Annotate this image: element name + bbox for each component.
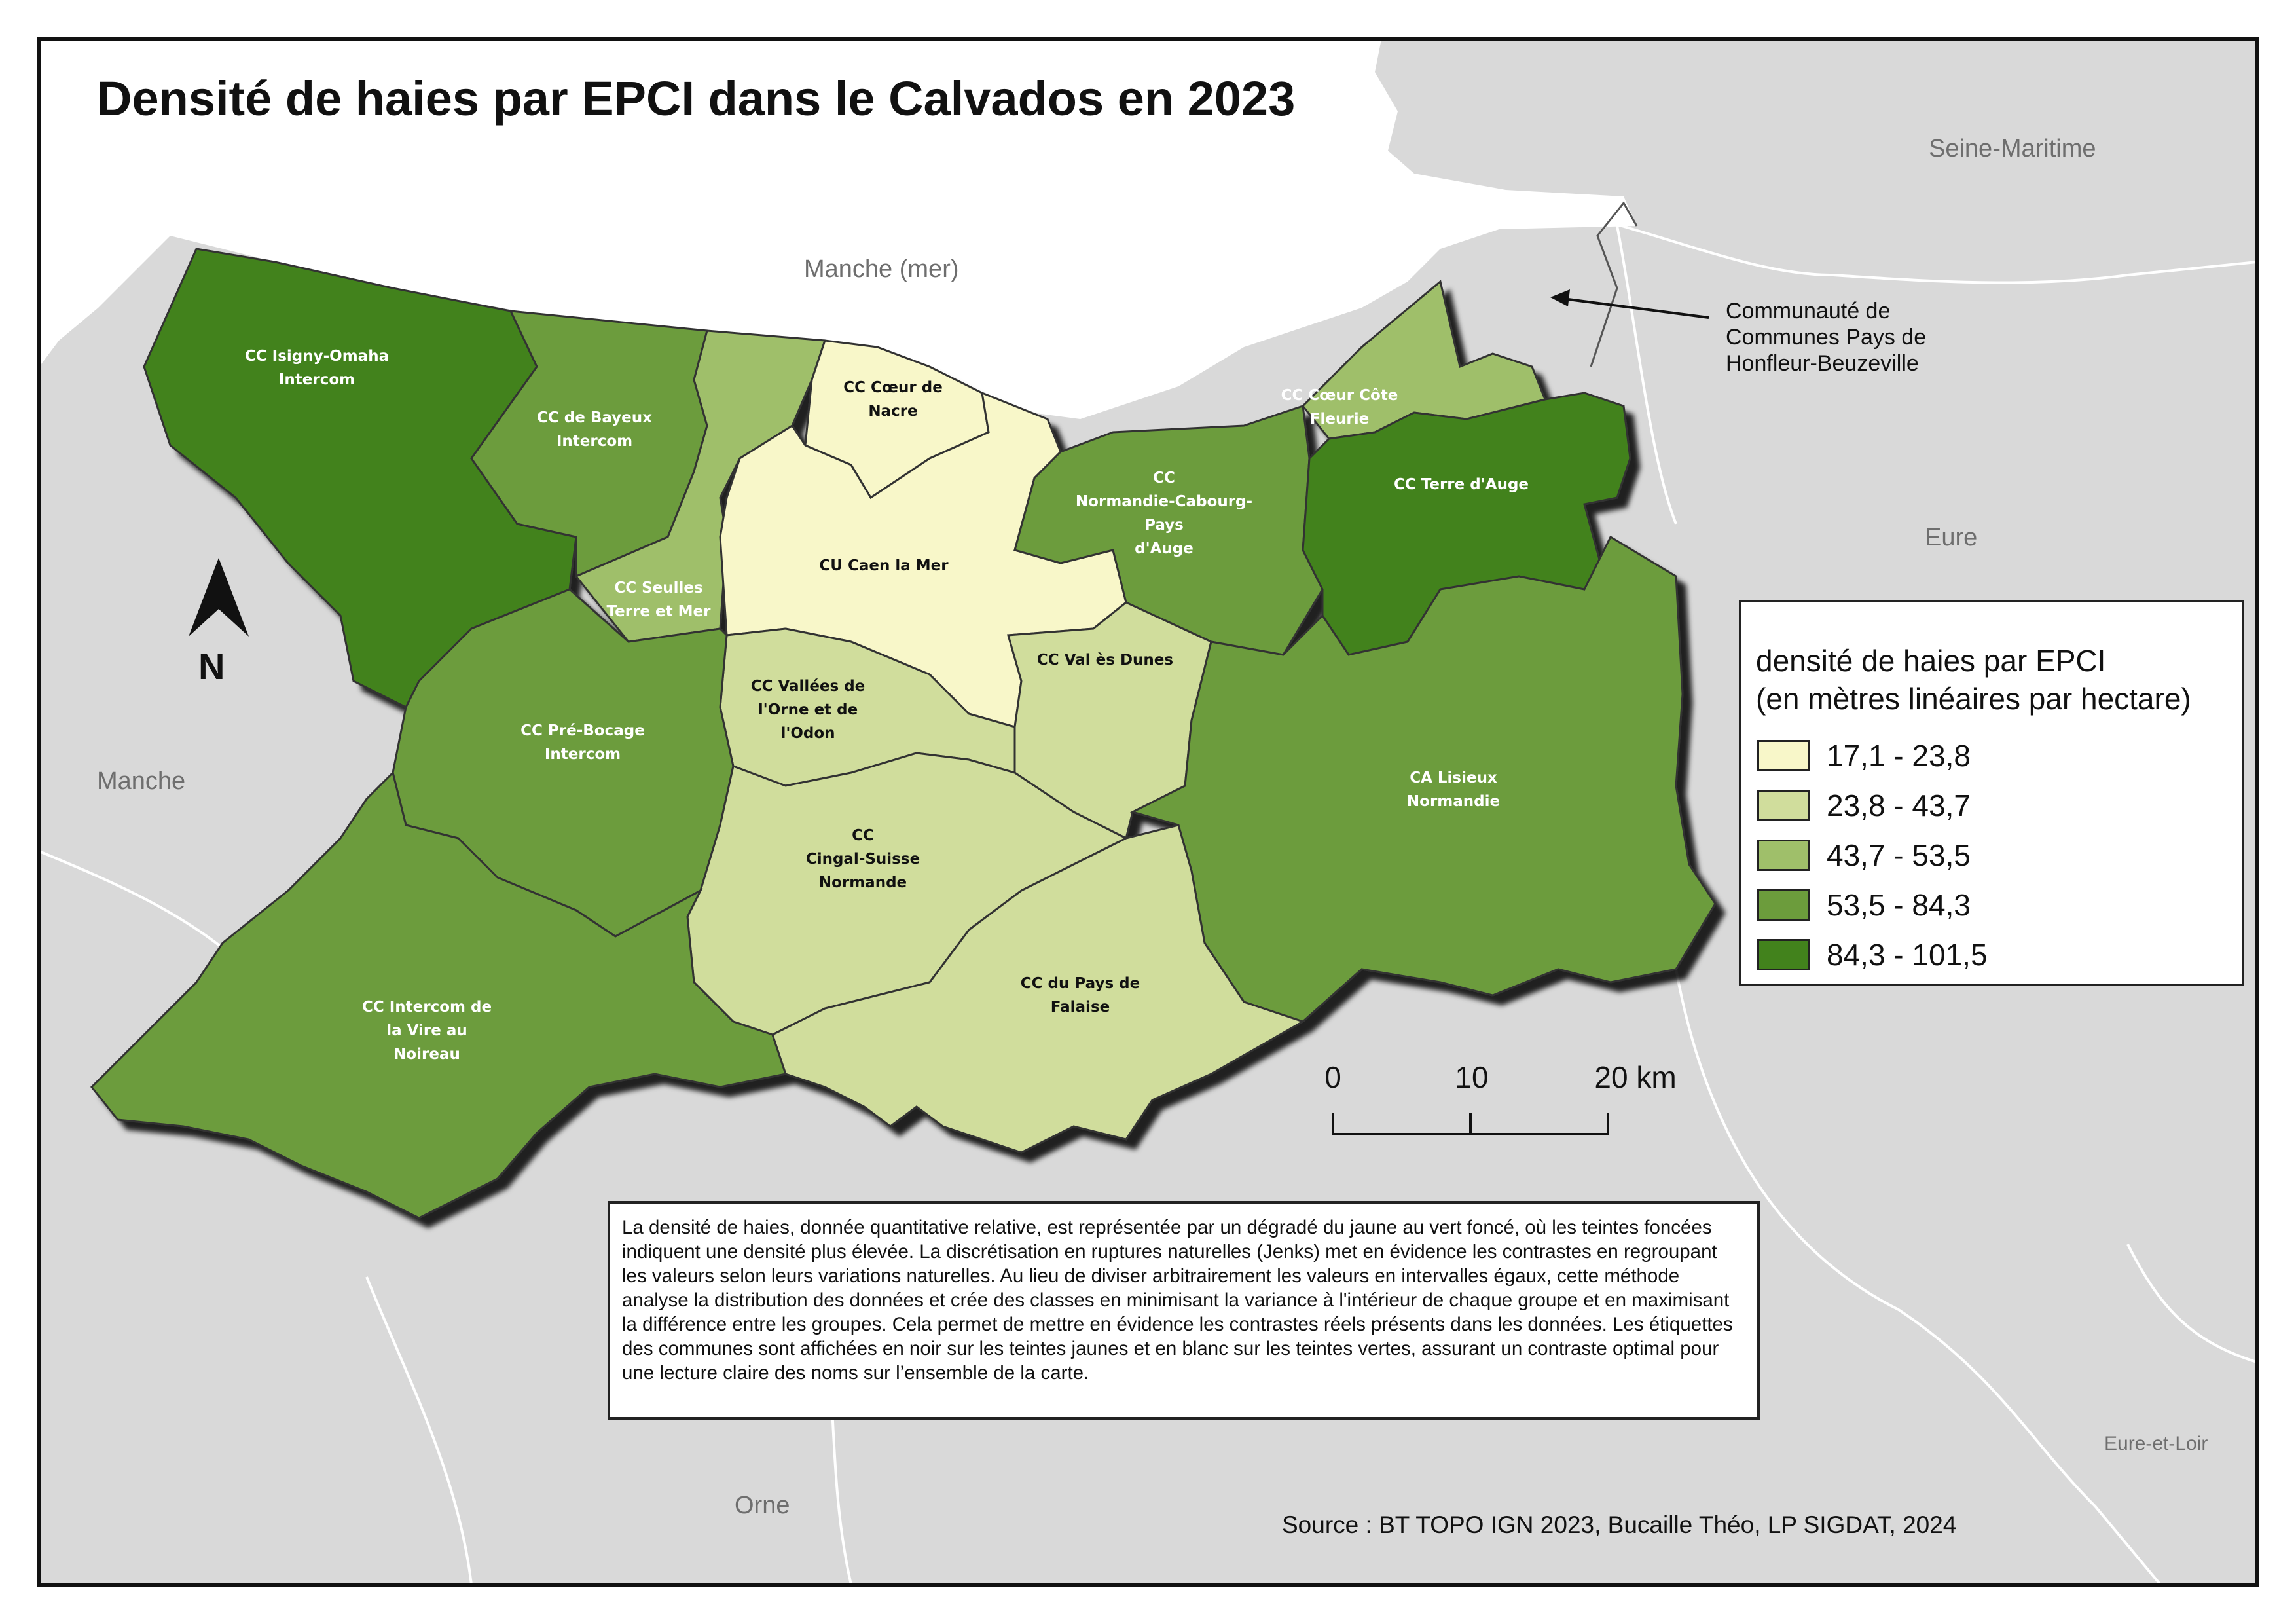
honfleur-callout: Communauté de Communes Pays de Honfleur-… (1726, 299, 1927, 376)
map-title: Densité de haies par EPCI dans le Calvad… (97, 71, 1296, 126)
legend: densité de haies par EPCI (en mètres lin… (1739, 600, 2244, 986)
methodology-note: La densité de haies, donnée quantitative… (608, 1201, 1760, 1420)
legend-title: densité de haies par EPCI (en mètres lin… (1756, 644, 2191, 716)
epci-label-pre-bocage: CC Pré-Bocage Intercom (520, 722, 645, 763)
epci-label-val-es-dunes: CC Val ès Dunes (1036, 652, 1174, 669)
epci-label-cabourg: CC Normandie-Cabourg-Pays d'Auge (1075, 470, 1253, 557)
epci-label-fleurie: CC Cœur Côte Fleurie (1281, 387, 1398, 428)
epci-label-lisieux: CA Lisieux Normandie (1406, 769, 1501, 810)
epci-label-isigny: CC Isigny-Omaha Intercom (244, 348, 390, 388)
epci-label-nacre: CC Cœur de Nacre (843, 379, 943, 420)
epci-label-cingal: CC Cingal-Suisse Normande (805, 827, 920, 891)
legend-item-5: 84,3 - 101,5 (1757, 936, 1988, 973)
seine-maritime-label: Seine-Maritime (1929, 135, 2096, 162)
legend-item-2: 23,8 - 43,7 (1757, 787, 1971, 824)
calvados-departement (90, 248, 1717, 1219)
sea-label: Manche (mer) (804, 255, 959, 283)
eure-label: Eure (1925, 524, 1978, 551)
epci-label-vire: CC Intercom de la Vire au Noireau (361, 999, 492, 1063)
epci-area-pays-de-falaise[interactable] (771, 824, 1305, 1154)
epci-label-falaise: CC du Pays de Falaise (1020, 975, 1140, 1016)
callout-arrowhead (1550, 289, 1570, 306)
source-credit: Source : BT TOPO IGN 2023, Bucaille Théo… (1282, 1511, 1957, 1538)
north-label: N (198, 646, 225, 687)
scale-bar (1332, 1113, 1609, 1135)
legend-swatch-5 (1757, 939, 1810, 970)
legend-item-1: 17,1 - 23,8 (1757, 737, 1971, 774)
legend-swatch-2 (1757, 790, 1810, 821)
scale-label-20: 20 km (1594, 1060, 1677, 1094)
epci-label-bayeux: CC de Bayeux Intercom (537, 409, 652, 450)
legend-item-3: 43,7 - 53,5 (1757, 837, 1971, 874)
orne-label: Orne (735, 1492, 790, 1519)
sea-area (39, 39, 1637, 419)
map-frame-border (37, 37, 2259, 1587)
legend-swatch-4 (1757, 889, 1810, 921)
legend-swatch-1 (1757, 740, 1810, 771)
epci-label-terre-d-auge: CC Terre d'Auge (1393, 476, 1529, 493)
eure-et-loir-label: Eure-et-Loir (2104, 1433, 2208, 1454)
epci-label-caen: CU Caen la Mer (819, 557, 949, 574)
legend-swatch-3 (1757, 840, 1810, 871)
epci-label-orne-odon: CC Vallées de l'Orne et de l'Odon (750, 678, 866, 742)
scale-label-0: 0 (1324, 1060, 1341, 1094)
callout-arrow (1558, 297, 1709, 319)
manche-label: Manche (97, 767, 186, 795)
legend-item-4: 53,5 - 84,3 (1757, 887, 1971, 923)
honfleur-beuzeville-outline (1590, 201, 1638, 367)
scale-label-10: 10 (1455, 1060, 1489, 1094)
epci-area-vire-au-noireau[interactable] (90, 771, 787, 1219)
epci-label-seulles: CC Seulles Terre et Mer (606, 580, 711, 620)
north-arrow-icon (189, 558, 249, 637)
